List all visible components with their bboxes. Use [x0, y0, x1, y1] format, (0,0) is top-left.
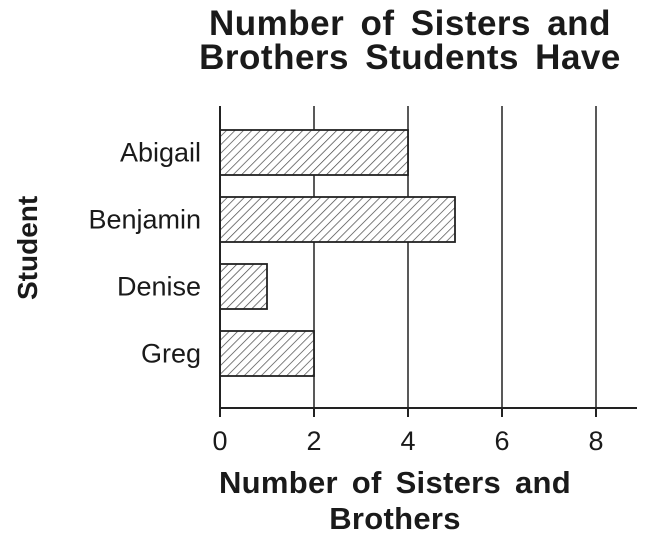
bars — [219, 129, 456, 377]
bar-denise — [219, 263, 268, 310]
y-axis-label: Student — [12, 195, 43, 300]
category-label: Greg — [141, 339, 201, 369]
chart-title-line-1: Number of Sisters and — [209, 4, 611, 43]
bar-abigail — [219, 129, 409, 176]
labels: Abigail Benjamin Denise Greg 0 2 4 6 8 — [88, 138, 603, 457]
x-tick-label: 4 — [400, 426, 415, 456]
x-tick-label: 8 — [588, 426, 603, 456]
category-label: Denise — [117, 272, 201, 302]
category-label: Benjamin — [88, 205, 201, 235]
x-tick-label: 6 — [494, 426, 509, 456]
x-axis-label: Number of Sisters and Brothers — [218, 465, 572, 536]
x-tick-label: 0 — [212, 426, 227, 456]
bar-benjamin — [219, 196, 456, 243]
chart-title-line-2: Brothers Students Have — [199, 38, 621, 77]
category-label: Abigail — [120, 138, 201, 168]
bar-greg — [219, 330, 315, 377]
x-tick-label: 2 — [306, 426, 321, 456]
axes — [219, 106, 637, 417]
bar-chart: Abigail Benjamin Denise Greg 0 2 4 6 8 — [88, 106, 637, 457]
